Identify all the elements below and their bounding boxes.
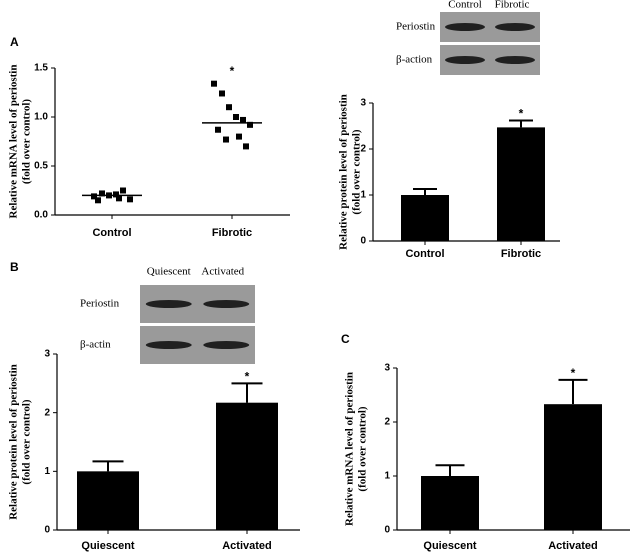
error-bar	[435, 464, 465, 476]
error-bar	[92, 460, 124, 472]
x-tick-label: Activated	[222, 540, 272, 552]
y-tick-label: 3	[360, 98, 366, 109]
error-bar	[231, 382, 263, 403]
y-axis-label: Relative protein level of periostin	[338, 94, 350, 250]
bar	[216, 402, 278, 530]
y-tick-label: 2	[44, 407, 50, 418]
significance-mark: *	[571, 366, 576, 380]
panel-label: C	[341, 332, 350, 346]
blot-row-label: Periostin	[80, 298, 120, 310]
y-tick-label: 3	[384, 363, 390, 374]
x-tick-label: Control	[92, 227, 131, 239]
blot-lane-label: Fibrotic	[495, 0, 530, 11]
data-point	[113, 191, 119, 198]
data-point	[99, 190, 105, 197]
blot-band	[145, 300, 192, 308]
y-tick-label: 0	[384, 525, 390, 536]
data-point	[116, 195, 122, 202]
y-axis-label: Relative mRNA level of periostin	[8, 65, 20, 219]
data-point	[120, 187, 126, 194]
y-axis-label: Relative mRNA level of periostin	[344, 372, 356, 526]
y-axis-label: (fold over control)	[21, 399, 33, 484]
panel-label: B	[10, 260, 19, 274]
blot-lane-label: Control	[448, 0, 482, 11]
data-point	[247, 121, 253, 128]
data-point	[215, 126, 221, 133]
blot-row-label: β-actin	[80, 339, 111, 351]
x-tick-label: Activated	[548, 540, 598, 552]
data-point	[233, 114, 239, 120]
blot-band	[203, 341, 250, 349]
y-axis-label: (fold over control)	[21, 99, 33, 184]
blot-row-label: β-action	[396, 54, 433, 66]
x-tick-label: Control	[405, 248, 444, 260]
y-tick-label: 1	[44, 466, 50, 477]
significance-mark: *	[245, 370, 250, 384]
data-point	[219, 90, 225, 97]
blot-lane-label: Quiescent	[147, 266, 191, 278]
blot-band	[495, 23, 535, 31]
data-point	[95, 197, 101, 204]
blot-band	[145, 341, 192, 349]
y-tick-label: 0	[360, 236, 366, 247]
x-tick-label: Quiescent	[423, 540, 477, 552]
y-tick-label: 0.0	[34, 210, 48, 221]
data-point	[223, 136, 229, 143]
data-point	[127, 196, 133, 203]
error-bar	[558, 378, 588, 405]
y-tick-label: 2	[360, 144, 366, 155]
data-point	[243, 143, 249, 150]
significance-mark: *	[519, 107, 524, 121]
bar	[77, 471, 139, 530]
y-axis-label: Relative protein level of periostin	[8, 364, 20, 520]
blot-band	[495, 56, 535, 64]
panel-label: A	[10, 35, 19, 49]
blot-band	[445, 56, 485, 64]
significance-mark: *	[230, 64, 235, 78]
y-tick-label: 0	[44, 525, 50, 536]
bar	[544, 404, 602, 530]
blot-lane-label: Activated	[201, 266, 244, 278]
error-bar	[509, 119, 533, 128]
data-point	[211, 80, 217, 87]
y-tick-label: 1.5	[34, 63, 48, 74]
y-tick-label: 1.0	[34, 112, 48, 123]
x-tick-label: Quiescent	[81, 540, 135, 552]
y-tick-label: 3	[44, 349, 50, 360]
y-axis-label: (fold over control)	[351, 129, 363, 214]
x-tick-label: Fibrotic	[501, 248, 541, 260]
data-point	[236, 133, 242, 140]
bar	[421, 476, 479, 530]
data-point	[240, 116, 246, 123]
bar	[497, 127, 545, 241]
error-bar	[413, 188, 437, 195]
x-tick-label: Fibrotic	[212, 227, 252, 239]
blot-band	[203, 300, 250, 308]
bar	[401, 195, 449, 241]
y-tick-label: 2	[384, 417, 390, 428]
y-tick-label: 0.5	[34, 161, 48, 172]
data-point	[91, 193, 97, 200]
blot-row-label: Periostin	[396, 21, 436, 33]
y-tick-label: 1	[360, 190, 366, 201]
data-point	[226, 104, 232, 111]
y-axis-label: (fold over control)	[357, 406, 369, 491]
y-tick-label: 1	[384, 471, 390, 482]
blot-band	[445, 23, 485, 31]
